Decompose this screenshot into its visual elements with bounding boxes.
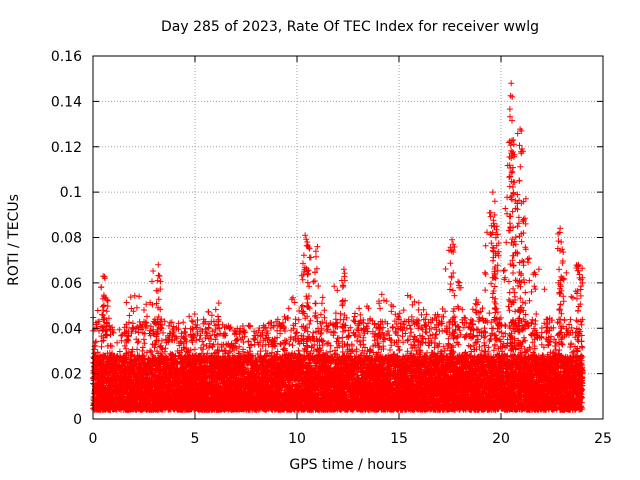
spike-point bbox=[100, 273, 107, 280]
x-axis-label: GPS time / hours bbox=[289, 457, 406, 473]
y-tick-label: 0.16 bbox=[51, 49, 82, 65]
spike-point bbox=[340, 266, 347, 273]
spike-point bbox=[514, 200, 521, 207]
x-tick-labels: 0 5 10 15 20 25 bbox=[89, 431, 612, 447]
spike-point bbox=[516, 177, 523, 184]
x-tick-label: 15 bbox=[390, 431, 408, 447]
spike-point bbox=[510, 136, 517, 143]
y-tick-label: 0.14 bbox=[51, 94, 82, 110]
spike-point bbox=[509, 93, 516, 100]
spike-point bbox=[520, 229, 527, 236]
x-tick-label: 5 bbox=[191, 431, 200, 447]
y-tick-label: 0.1 bbox=[60, 185, 82, 201]
y-axis-label: ROTI / TECUs bbox=[6, 194, 22, 286]
y-tick-label: 0.08 bbox=[51, 231, 82, 247]
scatter-cloud bbox=[90, 92, 586, 413]
x-tick-label: 0 bbox=[89, 431, 98, 447]
spike-point bbox=[508, 80, 515, 87]
spike-point bbox=[558, 239, 565, 246]
spike-point bbox=[449, 236, 456, 243]
y-tick-label: 0.04 bbox=[51, 321, 82, 337]
y-tick-label: 0.06 bbox=[51, 276, 82, 292]
spike-point bbox=[508, 155, 515, 162]
spike-point bbox=[302, 232, 309, 239]
data-points bbox=[90, 80, 586, 413]
spike-point bbox=[314, 243, 321, 250]
x-tick-label: 10 bbox=[288, 431, 306, 447]
spike-point bbox=[304, 239, 311, 246]
x-tick-label: 25 bbox=[594, 431, 612, 447]
spike-point bbox=[491, 198, 498, 205]
axis-ticks bbox=[92, 55, 604, 420]
spike-point bbox=[557, 225, 564, 232]
spike-point bbox=[575, 261, 582, 268]
y-tick-label: 0 bbox=[73, 412, 82, 428]
y-tick-label: 0.12 bbox=[51, 140, 82, 156]
spike-point bbox=[155, 261, 162, 268]
y-tick-label: 0.02 bbox=[51, 367, 82, 383]
x-tick-label: 20 bbox=[492, 431, 510, 447]
spike-point bbox=[493, 223, 500, 230]
chart-title: Day 285 of 2023, Rate Of TEC Index for r… bbox=[161, 19, 539, 35]
spike-point bbox=[518, 127, 525, 134]
spike-point bbox=[489, 189, 496, 196]
y-tick-labels: 0 0.02 0.04 0.06 0.08 0.1 0.12 0.14 0.16 bbox=[51, 49, 82, 428]
